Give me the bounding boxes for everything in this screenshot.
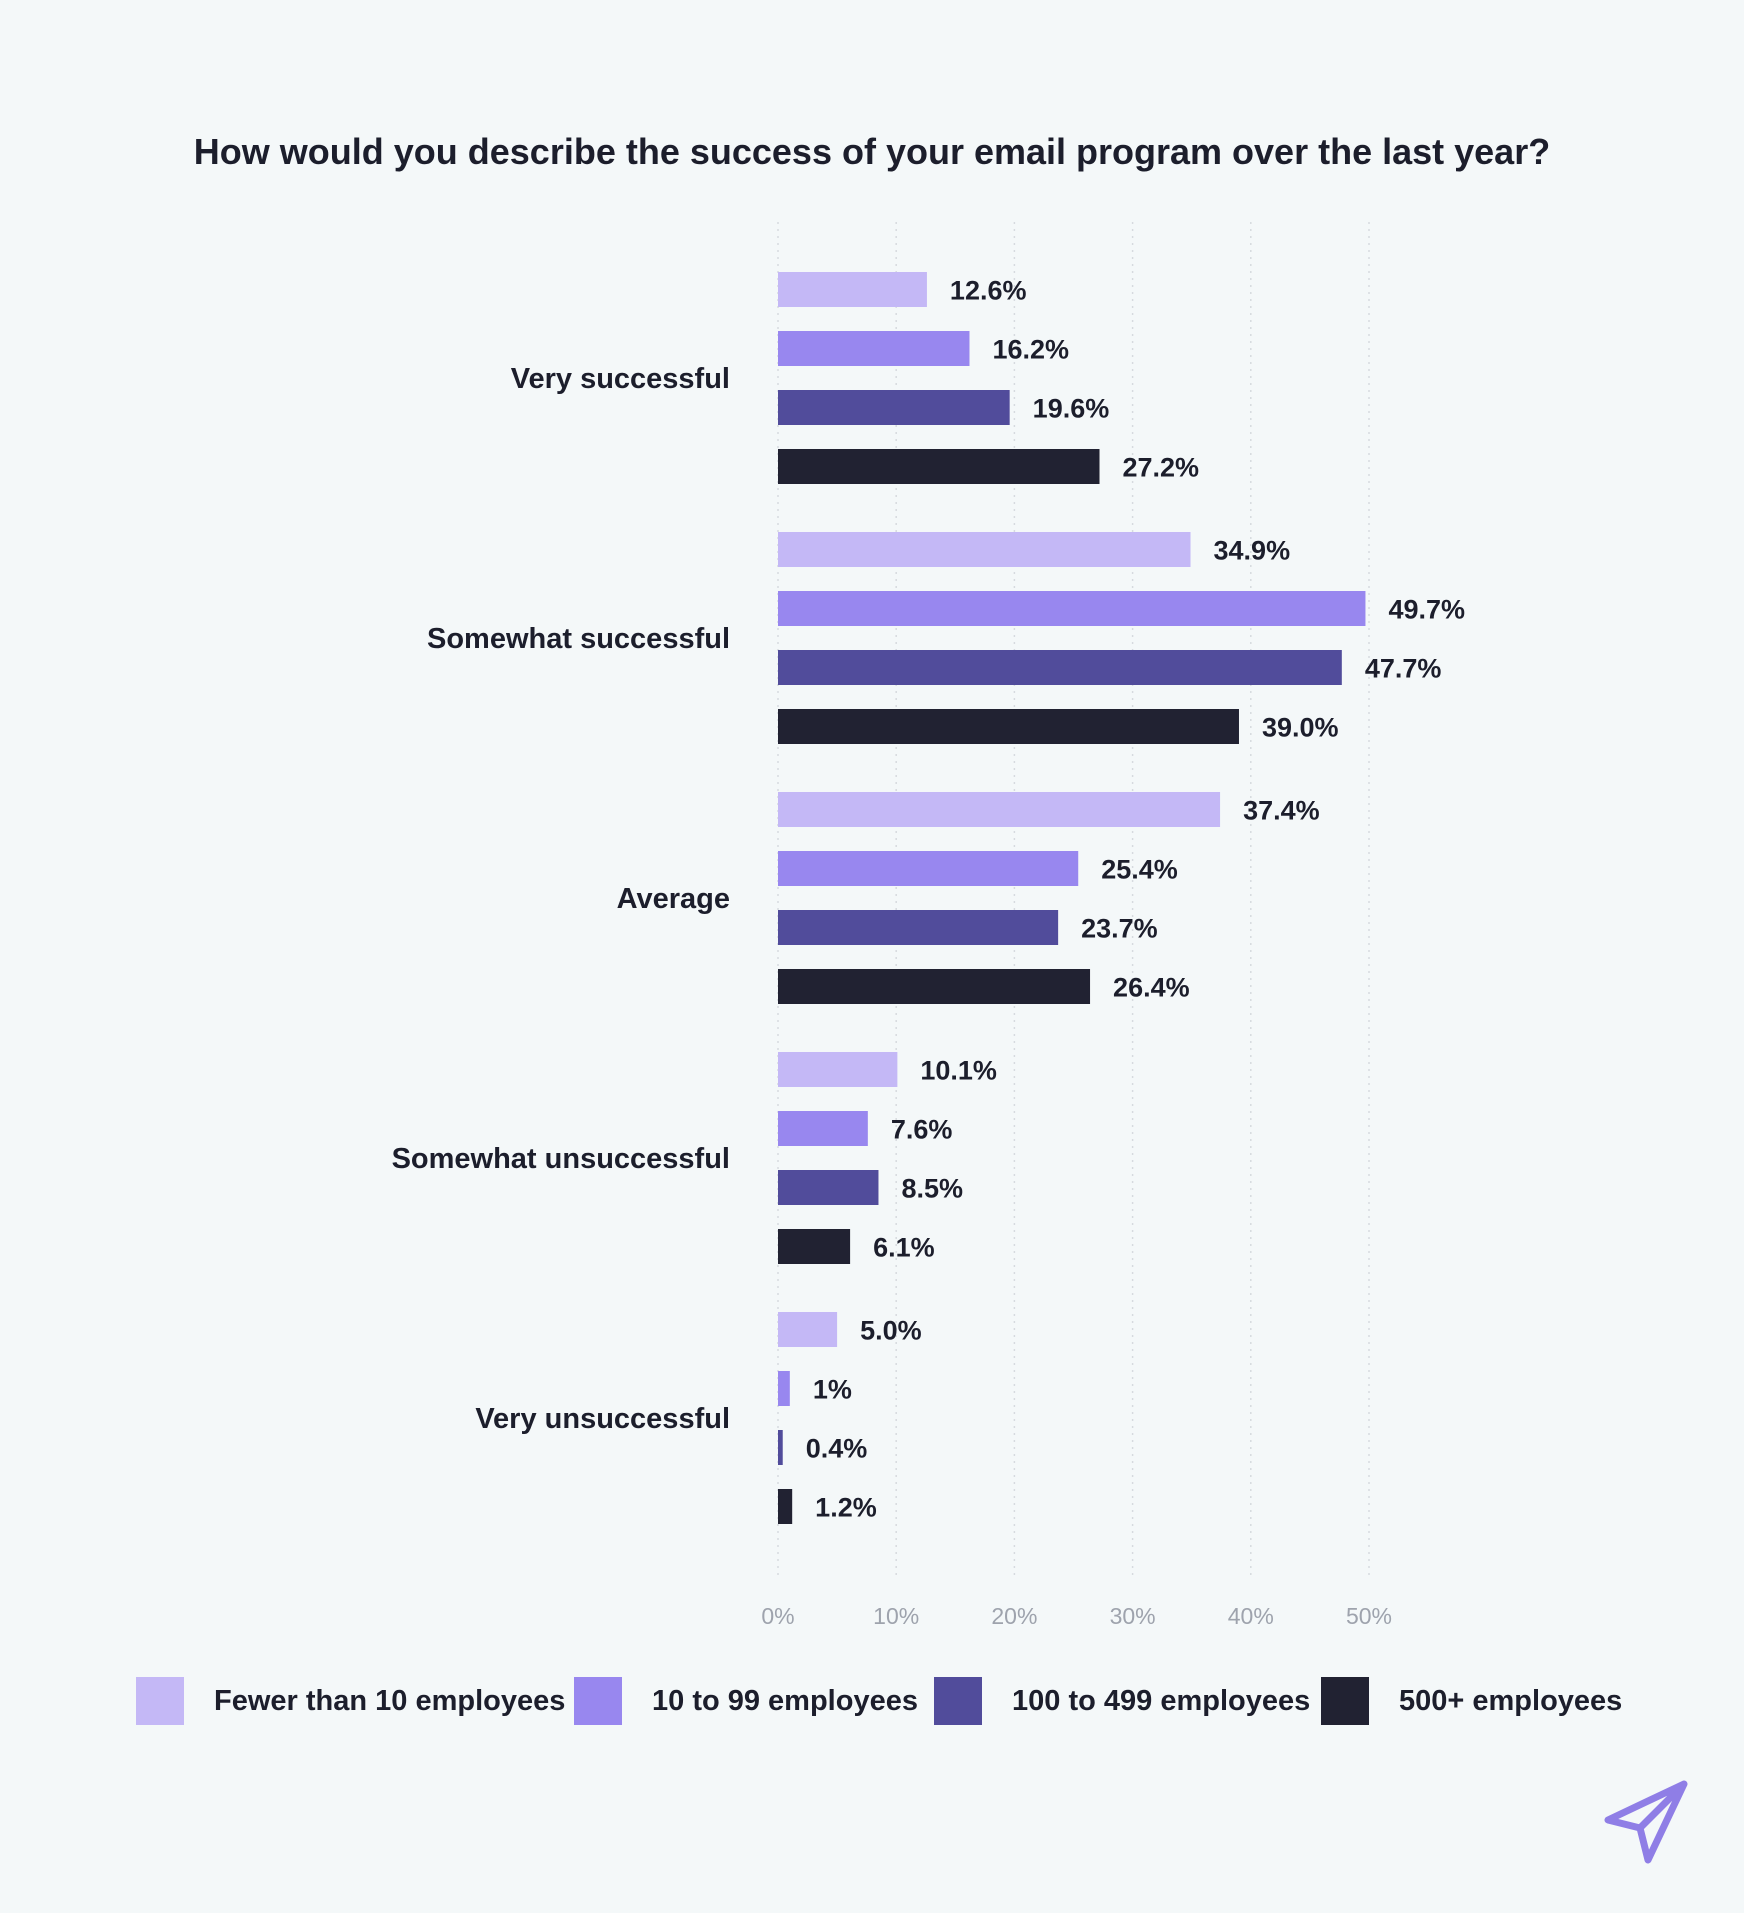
data-label: 6.1% <box>873 1233 935 1263</box>
bar <box>778 272 927 307</box>
legend-item: Fewer than 10 employees <box>136 1676 565 1726</box>
data-label: 16.2% <box>992 335 1069 365</box>
legend-swatch <box>934 1677 982 1725</box>
data-label: 10.1% <box>920 1056 997 1086</box>
data-label: 7.6% <box>891 1115 953 1145</box>
legend: Fewer than 10 employees 10 to 99 employee… <box>0 1676 1744 1726</box>
bar <box>778 1170 879 1205</box>
bar <box>778 650 1342 685</box>
bar <box>778 1371 790 1406</box>
legend-label: 500+ employees <box>1399 1684 1623 1717</box>
paper-plane-icon <box>1604 1780 1688 1864</box>
data-label: 23.7% <box>1081 914 1158 944</box>
category-label: Very successful <box>511 363 730 395</box>
bar <box>778 709 1239 744</box>
bar <box>778 449 1100 484</box>
data-label: 37.4% <box>1243 796 1320 826</box>
bar <box>778 1489 793 1524</box>
legend-item: 100 to 499 employees <box>934 1676 1310 1726</box>
legend-item: 500+ employees <box>1321 1676 1622 1726</box>
bar <box>778 851 1079 886</box>
bar <box>778 331 970 366</box>
category-label: Somewhat unsuccessful <box>392 1143 730 1175</box>
legend-swatch <box>136 1677 184 1725</box>
bar <box>778 1430 783 1465</box>
x-tick-label: 50% <box>1346 1603 1392 1629</box>
data-label: 1.2% <box>815 1493 877 1523</box>
chart-title: How would you describe the success of yo… <box>193 131 1551 172</box>
legend-item: 10 to 99 employees <box>574 1676 918 1726</box>
bar <box>778 591 1366 626</box>
data-label: 1% <box>813 1375 852 1405</box>
data-label: 39.0% <box>1262 713 1339 743</box>
bar <box>778 1111 868 1146</box>
data-label: 5.0% <box>860 1316 922 1346</box>
legend-label: 100 to 499 employees <box>1012 1684 1311 1717</box>
bar <box>778 390 1010 425</box>
data-label: 12.6% <box>950 276 1027 306</box>
bar <box>778 1229 851 1264</box>
x-tick-label: 40% <box>1228 1603 1274 1629</box>
x-tick-label: 0% <box>761 1603 794 1629</box>
data-label: 8.5% <box>901 1174 963 1204</box>
data-label: 34.9% <box>1214 536 1291 566</box>
data-label: 49.7% <box>1388 595 1465 625</box>
legend-swatch <box>574 1677 622 1725</box>
data-label: 0.4% <box>806 1434 868 1464</box>
category-label: Somewhat successful <box>427 623 730 655</box>
data-label: 25.4% <box>1101 855 1178 885</box>
data-label: 19.6% <box>1033 394 1110 424</box>
bar <box>778 910 1059 945</box>
data-label: 47.7% <box>1365 654 1442 684</box>
bar <box>778 792 1221 827</box>
legend-swatch <box>1321 1677 1369 1725</box>
category-label: Very unsuccessful <box>475 1403 730 1435</box>
data-label: 26.4% <box>1113 973 1190 1003</box>
category-label: Average <box>617 883 730 915</box>
bar <box>778 532 1191 567</box>
x-tick-label: 20% <box>991 1603 1037 1629</box>
bar <box>778 1052 898 1087</box>
legend-label: 10 to 99 employees <box>652 1684 918 1717</box>
bar <box>778 1312 838 1347</box>
data-label: 27.2% <box>1123 453 1200 483</box>
x-tick-label: 30% <box>1110 1603 1156 1629</box>
x-tick-label: 10% <box>873 1603 919 1629</box>
legend-label: Fewer than 10 employees <box>214 1684 566 1717</box>
bar <box>778 969 1091 1004</box>
